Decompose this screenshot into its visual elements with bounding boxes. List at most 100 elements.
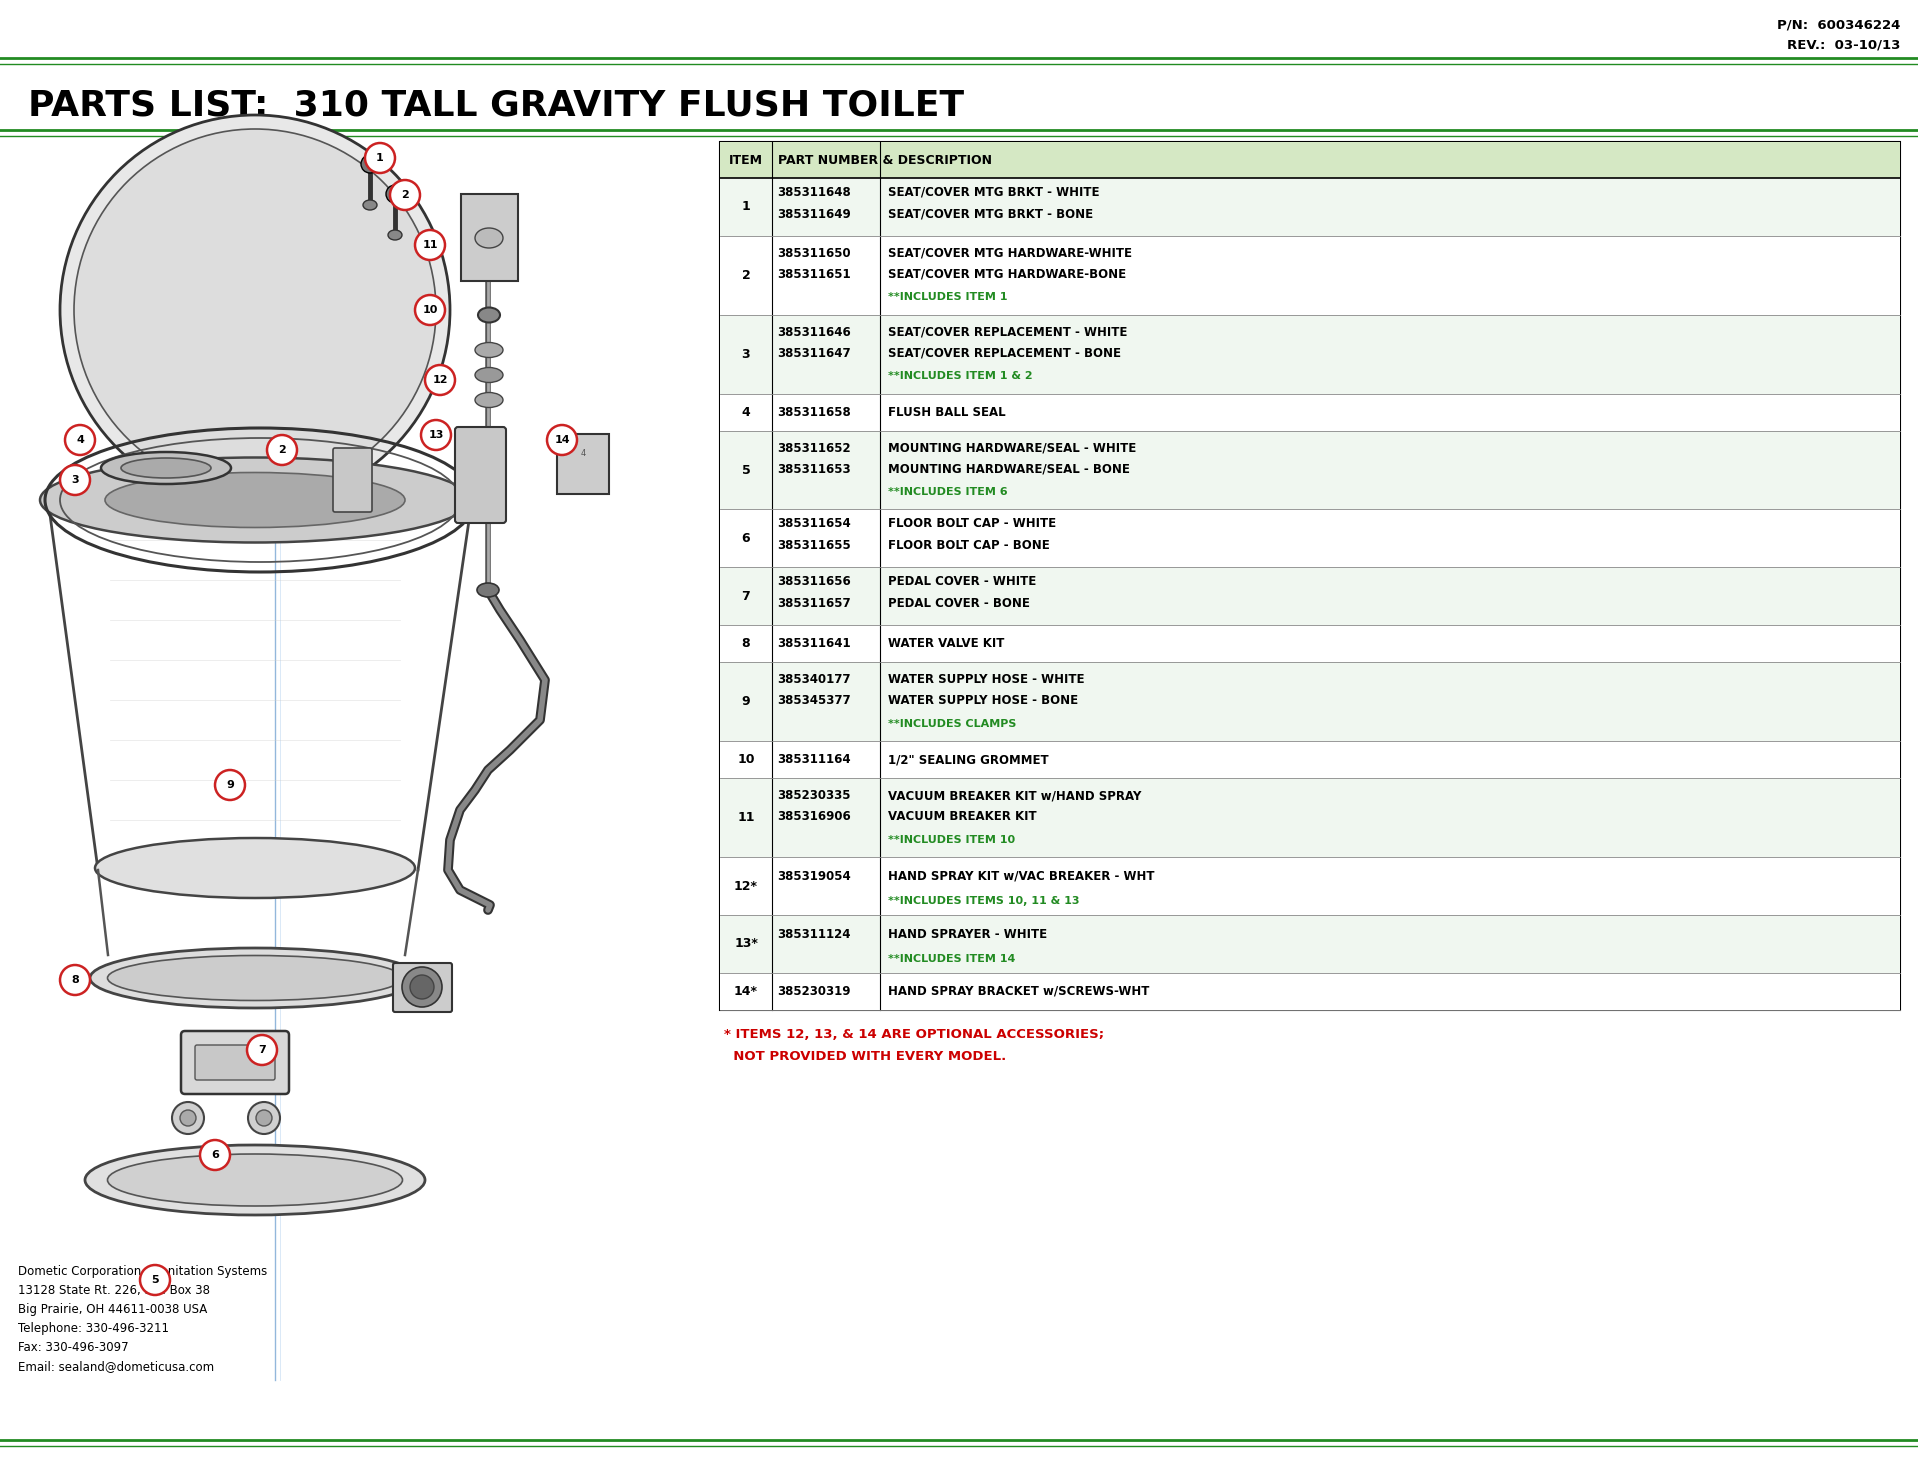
Text: SEAT/COVER MTG HARDWARE-WHITE: SEAT/COVER MTG HARDWARE-WHITE bbox=[888, 247, 1132, 260]
Text: PEDAL COVER - WHITE: PEDAL COVER - WHITE bbox=[888, 575, 1036, 589]
Text: 13*: 13* bbox=[735, 938, 758, 950]
Text: NOT PROVIDED WITH EVERY MODEL.: NOT PROVIDED WITH EVERY MODEL. bbox=[723, 1050, 1007, 1063]
Text: 9: 9 bbox=[742, 696, 750, 708]
Text: 2: 2 bbox=[742, 269, 750, 282]
Text: 4: 4 bbox=[77, 435, 84, 445]
Ellipse shape bbox=[102, 452, 230, 484]
Text: **INCLUDES ITEM 1: **INCLUDES ITEM 1 bbox=[888, 292, 1007, 302]
Text: Dometic Corporation - Sanitation Systems: Dometic Corporation - Sanitation Systems bbox=[17, 1265, 267, 1279]
Text: 385316906: 385316906 bbox=[777, 810, 852, 824]
Circle shape bbox=[364, 142, 395, 173]
Circle shape bbox=[410, 975, 433, 1000]
Ellipse shape bbox=[107, 1154, 403, 1207]
Bar bbox=[719, 741, 1901, 778]
Text: 8: 8 bbox=[742, 637, 750, 650]
Text: MOUNTING HARDWARE/SEAL - BONE: MOUNTING HARDWARE/SEAL - BONE bbox=[888, 462, 1130, 476]
Ellipse shape bbox=[40, 458, 470, 543]
Text: HAND SPRAY BRACKET w/SCREWS-WHT: HAND SPRAY BRACKET w/SCREWS-WHT bbox=[888, 985, 1149, 998]
Text: 385345377: 385345377 bbox=[777, 694, 850, 708]
Circle shape bbox=[386, 185, 405, 203]
Text: 385311656: 385311656 bbox=[777, 575, 852, 589]
Bar bbox=[719, 509, 1901, 567]
Text: 385319054: 385319054 bbox=[777, 871, 852, 882]
Text: 12: 12 bbox=[432, 374, 447, 385]
Text: 10: 10 bbox=[422, 305, 437, 316]
Text: 385311653: 385311653 bbox=[777, 462, 850, 476]
Text: 1: 1 bbox=[742, 201, 750, 213]
Text: Telephone: 330-496-3211: Telephone: 330-496-3211 bbox=[17, 1323, 169, 1334]
Text: 4: 4 bbox=[581, 449, 585, 458]
Bar bbox=[719, 857, 1901, 915]
Text: 385311641: 385311641 bbox=[777, 637, 850, 650]
Ellipse shape bbox=[59, 115, 451, 505]
Text: **INCLUDES CLAMPS: **INCLUDES CLAMPS bbox=[888, 719, 1017, 728]
Text: **INCLUDES ITEM 6: **INCLUDES ITEM 6 bbox=[888, 487, 1007, 496]
Text: 7: 7 bbox=[742, 590, 750, 603]
Text: 385230319: 385230319 bbox=[777, 985, 850, 998]
Text: 385311658: 385311658 bbox=[777, 405, 852, 418]
Text: 385311650: 385311650 bbox=[777, 247, 850, 260]
Text: 14*: 14* bbox=[735, 985, 758, 998]
Text: WATER SUPPLY HOSE - WHITE: WATER SUPPLY HOSE - WHITE bbox=[888, 674, 1084, 687]
Ellipse shape bbox=[476, 367, 503, 383]
Text: 385311657: 385311657 bbox=[777, 597, 850, 611]
Ellipse shape bbox=[476, 392, 503, 408]
Text: **INCLUDES ITEM 14: **INCLUDES ITEM 14 bbox=[888, 954, 1015, 964]
Circle shape bbox=[140, 1265, 171, 1295]
Circle shape bbox=[403, 967, 441, 1007]
Text: WATER VALVE KIT: WATER VALVE KIT bbox=[888, 637, 1005, 650]
Text: 8: 8 bbox=[71, 975, 79, 985]
FancyBboxPatch shape bbox=[460, 194, 518, 280]
Text: FLOOR BOLT CAP - BONE: FLOOR BOLT CAP - BONE bbox=[888, 539, 1049, 552]
Text: 385311655: 385311655 bbox=[777, 539, 852, 552]
Text: PARTS LIST:  310 TALL GRAVITY FLUSH TOILET: PARTS LIST: 310 TALL GRAVITY FLUSH TOILE… bbox=[29, 88, 965, 122]
Circle shape bbox=[59, 465, 90, 495]
Text: 385311654: 385311654 bbox=[777, 517, 852, 530]
Text: 385311651: 385311651 bbox=[777, 269, 850, 280]
Ellipse shape bbox=[478, 583, 499, 597]
Bar bbox=[719, 430, 1901, 509]
Text: HAND SPRAYER - WHITE: HAND SPRAYER - WHITE bbox=[888, 928, 1047, 941]
Circle shape bbox=[59, 964, 90, 995]
Text: 385340177: 385340177 bbox=[777, 674, 850, 687]
Bar bbox=[719, 236, 1901, 314]
FancyBboxPatch shape bbox=[393, 963, 453, 1011]
Text: 385311646: 385311646 bbox=[777, 326, 852, 339]
Circle shape bbox=[247, 1035, 276, 1064]
Text: Fax: 330-496-3097: Fax: 330-496-3097 bbox=[17, 1340, 129, 1353]
Text: 385311648: 385311648 bbox=[777, 186, 852, 200]
Circle shape bbox=[215, 771, 246, 800]
Ellipse shape bbox=[478, 307, 501, 323]
Bar bbox=[719, 393, 1901, 430]
Text: 11: 11 bbox=[422, 239, 437, 250]
Circle shape bbox=[420, 420, 451, 451]
Text: Email: sealand@dometicusa.com: Email: sealand@dometicusa.com bbox=[17, 1359, 215, 1373]
Text: **INCLUDES ITEMS 10, 11 & 13: **INCLUDES ITEMS 10, 11 & 13 bbox=[888, 897, 1080, 906]
Ellipse shape bbox=[121, 458, 211, 479]
Text: 385311164: 385311164 bbox=[777, 753, 850, 766]
Bar bbox=[719, 314, 1901, 393]
Text: MOUNTING HARDWARE/SEAL - WHITE: MOUNTING HARDWARE/SEAL - WHITE bbox=[888, 442, 1135, 455]
Text: 2: 2 bbox=[278, 445, 286, 455]
Text: 5: 5 bbox=[742, 464, 750, 477]
Text: 6: 6 bbox=[742, 531, 750, 545]
Text: 13: 13 bbox=[428, 430, 443, 440]
Bar bbox=[719, 778, 1901, 857]
Bar bbox=[719, 178, 1901, 236]
Bar bbox=[719, 142, 1901, 178]
Text: 385311124: 385311124 bbox=[777, 928, 850, 941]
FancyBboxPatch shape bbox=[180, 1031, 290, 1094]
Circle shape bbox=[267, 435, 297, 465]
Bar bbox=[719, 973, 1901, 1010]
Circle shape bbox=[426, 366, 455, 395]
Circle shape bbox=[414, 295, 445, 324]
FancyBboxPatch shape bbox=[556, 435, 610, 495]
Text: 385311649: 385311649 bbox=[777, 207, 852, 220]
Ellipse shape bbox=[107, 956, 403, 1001]
Circle shape bbox=[547, 426, 577, 455]
Text: SEAT/COVER MTG HARDWARE-BONE: SEAT/COVER MTG HARDWARE-BONE bbox=[888, 269, 1126, 280]
Bar bbox=[719, 567, 1901, 625]
Circle shape bbox=[414, 230, 445, 260]
Text: SEAT/COVER MTG BRKT - BONE: SEAT/COVER MTG BRKT - BONE bbox=[888, 207, 1093, 220]
Ellipse shape bbox=[476, 228, 503, 248]
